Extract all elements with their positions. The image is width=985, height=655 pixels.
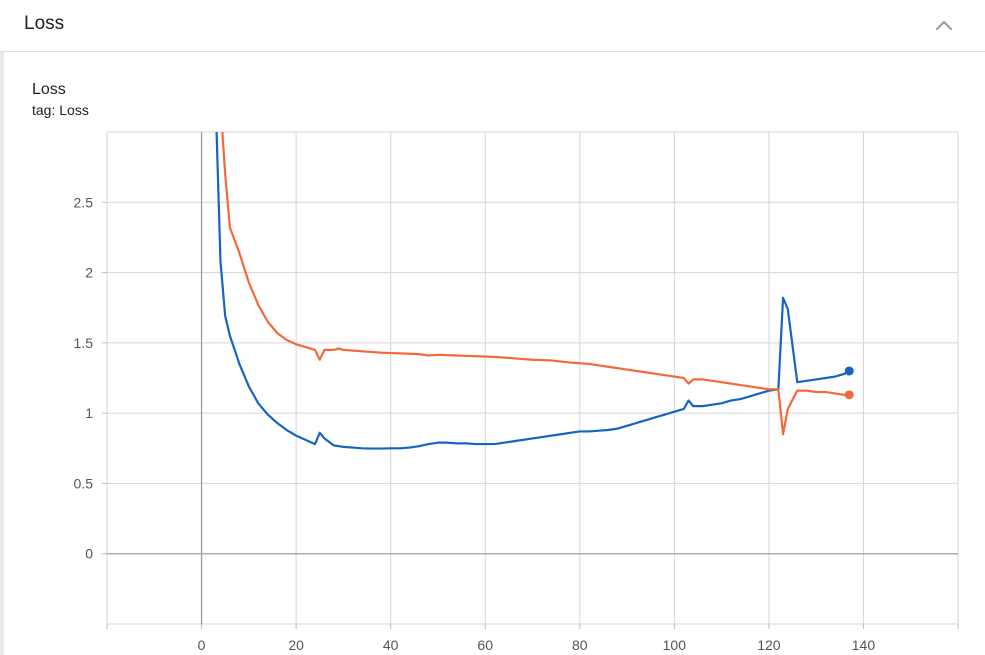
chart-card-title: Loss — [32, 81, 66, 98]
chart-tick-labels: 0 20 40 60 80 100 120 140 0 0.5 1 1.5 2 2.5 — [74, 194, 876, 653]
series-end-point-2 — [844, 390, 854, 400]
plot-frame — [106, 131, 959, 625]
x-tick-label: 80 — [572, 637, 588, 653]
y-tick-label: 1 — [85, 405, 93, 421]
chart-series — [215, 132, 854, 450]
y-tick-label: 0 — [85, 546, 93, 562]
y-tick-label: 2 — [85, 265, 93, 281]
panel-title: Loss — [24, 13, 65, 34]
x-tick-label: 120 — [757, 637, 781, 653]
x-tick-label: 40 — [383, 637, 399, 653]
panel-left-edge — [0, 0, 4, 655]
y-tick-label: 0.5 — [74, 475, 94, 491]
x-tick-label: 20 — [288, 637, 304, 653]
x-tick-label: 0 — [198, 637, 206, 653]
x-tick-label: 140 — [852, 637, 876, 653]
chart-grid — [106, 131, 959, 625]
y-tick-label: 1.5 — [74, 335, 94, 351]
series-end-point-1 — [844, 366, 854, 376]
series-line-2 — [221, 132, 850, 436]
x-tick-label: 60 — [477, 637, 493, 653]
chart-axes — [102, 132, 959, 629]
chevron-up-icon[interactable] — [930, 12, 958, 40]
panel-header[interactable]: Loss — [0, 0, 985, 52]
y-tick-label: 2.5 — [74, 194, 94, 210]
chart-card-tag: tag: Loss — [32, 102, 89, 118]
x-tick-label: 100 — [663, 637, 687, 653]
series-line-1 — [215, 132, 850, 450]
